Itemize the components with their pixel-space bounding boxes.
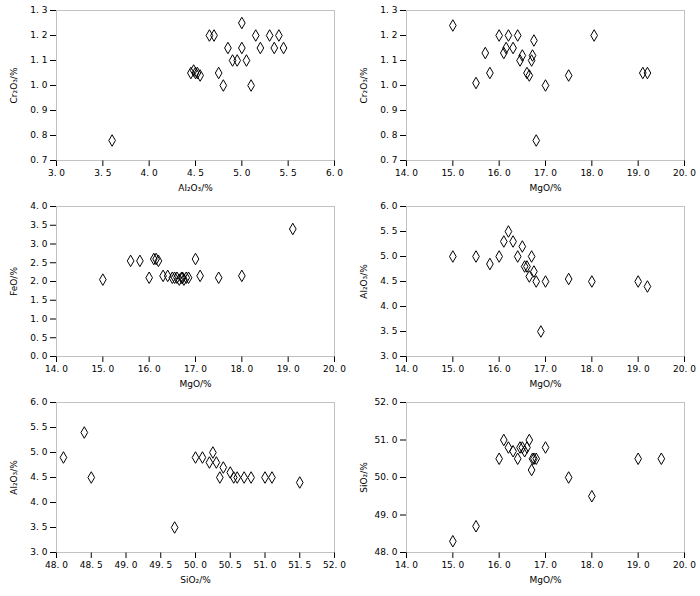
svg-text:16. 0: 16. 0 <box>488 364 511 374</box>
svg-text:3. 0: 3. 0 <box>30 547 47 557</box>
svg-text:16. 0: 16. 0 <box>138 364 161 374</box>
svg-text:19. 0: 19. 0 <box>277 364 300 374</box>
svg-text:5. 0: 5. 0 <box>380 251 397 261</box>
svg-text:48. 0: 48. 0 <box>375 547 398 557</box>
svg-text:19. 0: 19. 0 <box>627 364 650 374</box>
svg-text:1. 0: 1. 0 <box>380 80 397 90</box>
svg-text:4. 0: 4. 0 <box>141 168 158 178</box>
svg-text:0. 7: 0. 7 <box>380 155 397 165</box>
svg-text:14. 0: 14. 0 <box>395 168 418 178</box>
svg-text:49. 0: 49. 0 <box>115 560 138 570</box>
svg-text:15. 0: 15. 0 <box>441 168 464 178</box>
svg-text:3. 5: 3. 5 <box>30 220 47 230</box>
svg-text:18. 0: 18. 0 <box>230 364 253 374</box>
svg-text:MgO/%: MgO/% <box>529 183 562 193</box>
svg-text:15. 0: 15. 0 <box>91 364 114 374</box>
svg-text:1. 1: 1. 1 <box>380 55 397 65</box>
svg-text:4. 0: 4. 0 <box>380 301 397 311</box>
svg-text:16. 0: 16. 0 <box>488 168 511 178</box>
svg-text:52. 0: 52. 0 <box>323 560 346 570</box>
svg-text:49. 5: 49. 5 <box>149 560 172 570</box>
svg-text:3. 5: 3. 5 <box>94 168 111 178</box>
svg-text:SiO₂/%: SiO₂/% <box>359 462 369 493</box>
svg-text:1. 3: 1. 3 <box>380 5 397 15</box>
svg-text:5. 5: 5. 5 <box>380 226 397 236</box>
svg-text:16. 0: 16. 0 <box>488 560 511 570</box>
svg-text:17. 0: 17. 0 <box>184 364 207 374</box>
svg-text:5. 0: 5. 0 <box>233 168 250 178</box>
svg-text:4. 5: 4. 5 <box>30 472 47 482</box>
svg-text:3. 5: 3. 5 <box>30 522 47 532</box>
svg-text:20. 0: 20. 0 <box>673 560 696 570</box>
svg-text:2. 5: 2. 5 <box>30 258 47 268</box>
svg-text:MgO/%: MgO/% <box>529 379 562 389</box>
svg-text:50. 5: 50. 5 <box>219 560 242 570</box>
svg-text:3. 0: 3. 0 <box>48 168 65 178</box>
svg-text:15. 0: 15. 0 <box>441 364 464 374</box>
svg-text:3. 0: 3. 0 <box>30 239 47 249</box>
svg-text:4. 5: 4. 5 <box>380 276 397 286</box>
svg-text:Cr₂O₃/%: Cr₂O₃/% <box>9 67 19 103</box>
svg-text:5. 0: 5. 0 <box>30 447 47 457</box>
svg-text:20. 0: 20. 0 <box>673 168 696 178</box>
svg-text:49. 0: 49. 0 <box>375 510 398 520</box>
svg-text:14. 0: 14. 0 <box>395 364 418 374</box>
svg-text:MgO/%: MgO/% <box>179 379 212 389</box>
svg-text:0. 8: 0. 8 <box>30 130 47 140</box>
svg-text:6. 0: 6. 0 <box>30 397 47 407</box>
svg-text:19. 0: 19. 0 <box>627 560 650 570</box>
svg-text:17. 0: 17. 0 <box>534 560 557 570</box>
svg-text:18. 0: 18. 0 <box>580 364 603 374</box>
svg-text:51. 0: 51. 0 <box>254 560 277 570</box>
svg-text:0. 8: 0. 8 <box>380 130 397 140</box>
svg-text:1. 5: 1. 5 <box>30 295 47 305</box>
svg-text:6. 0: 6. 0 <box>380 201 397 211</box>
svg-text:0. 9: 0. 9 <box>380 105 397 115</box>
svg-text:5. 5: 5. 5 <box>30 422 47 432</box>
svg-text:Cr₂O₃/%: Cr₂O₃/% <box>359 67 369 103</box>
svg-text:Al₂O₃/%: Al₂O₃/% <box>9 460 19 495</box>
svg-text:Al₂O₃/%: Al₂O₃/% <box>178 183 213 193</box>
svg-text:18. 0: 18. 0 <box>580 560 603 570</box>
svg-text:1. 1: 1. 1 <box>30 55 47 65</box>
svg-text:1. 0: 1. 0 <box>30 80 47 90</box>
svg-text:20. 0: 20. 0 <box>323 364 346 374</box>
svg-text:17. 0: 17. 0 <box>534 168 557 178</box>
svg-text:1. 3: 1. 3 <box>30 5 47 15</box>
svg-text:Al₂O₃/%: Al₂O₃/% <box>359 264 369 299</box>
svg-text:0. 5: 0. 5 <box>30 333 47 343</box>
svg-text:0. 0: 0. 0 <box>30 351 47 361</box>
svg-text:20. 0: 20. 0 <box>673 364 696 374</box>
svg-text:48. 0: 48. 0 <box>45 560 68 570</box>
svg-text:51. 0: 51. 0 <box>375 435 398 445</box>
svg-text:4. 0: 4. 0 <box>30 497 47 507</box>
svg-text:14. 0: 14. 0 <box>45 364 68 374</box>
svg-text:48. 5: 48. 5 <box>80 560 103 570</box>
svg-text:5. 5: 5. 5 <box>280 168 297 178</box>
svg-text:3. 0: 3. 0 <box>380 351 397 361</box>
svg-text:FeO/%: FeO/% <box>9 267 19 296</box>
svg-text:3. 5: 3. 5 <box>380 326 397 336</box>
svg-text:50. 0: 50. 0 <box>184 560 207 570</box>
svg-text:51. 5: 51. 5 <box>288 560 311 570</box>
svg-text:6. 0: 6. 0 <box>326 168 343 178</box>
svg-text:MgO/%: MgO/% <box>529 575 562 585</box>
svg-text:SiO₂/%: SiO₂/% <box>180 575 211 585</box>
svg-text:50. 0: 50. 0 <box>375 472 398 482</box>
svg-text:17. 0: 17. 0 <box>534 364 557 374</box>
svg-text:2. 0: 2. 0 <box>30 276 47 286</box>
svg-text:1. 2: 1. 2 <box>380 30 397 40</box>
svg-text:14. 0: 14. 0 <box>395 560 418 570</box>
svg-text:18. 0: 18. 0 <box>580 168 603 178</box>
svg-text:0. 7: 0. 7 <box>30 155 47 165</box>
svg-text:4. 0: 4. 0 <box>30 201 47 211</box>
svg-text:52. 0: 52. 0 <box>375 397 398 407</box>
svg-text:0. 9: 0. 9 <box>30 105 47 115</box>
svg-text:1. 2: 1. 2 <box>30 30 47 40</box>
svg-text:15. 0: 15. 0 <box>441 560 464 570</box>
svg-text:1. 0: 1. 0 <box>30 314 47 324</box>
svg-text:4. 5: 4. 5 <box>187 168 204 178</box>
svg-text:19. 0: 19. 0 <box>627 168 650 178</box>
